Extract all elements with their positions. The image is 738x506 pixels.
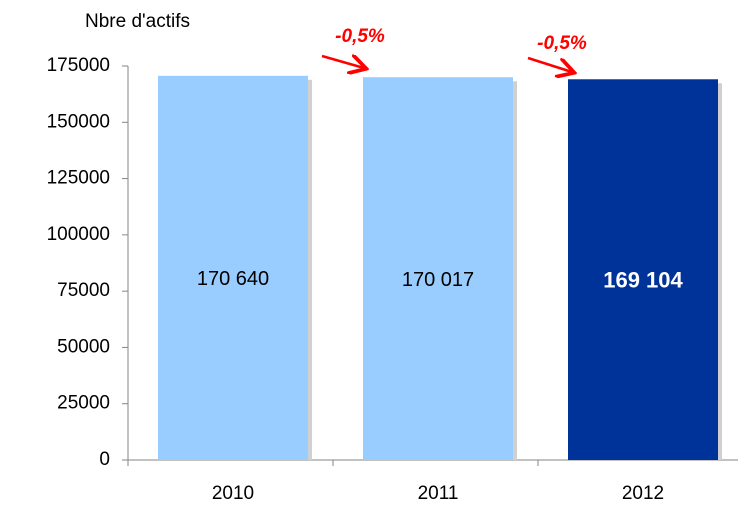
y-tick-label: 75000 [57, 280, 110, 301]
bar [363, 77, 513, 460]
bar [568, 79, 718, 461]
y-axis-label: Nbre d'actifs [85, 11, 190, 32]
x-tick-label: 2011 [418, 483, 459, 504]
y-tick-label: 125000 [47, 168, 110, 189]
x-tick-label: 2012 [622, 483, 664, 504]
annotation: -0,5% [335, 26, 385, 47]
bar [158, 75, 308, 461]
value-label: 170 017 [402, 269, 474, 291]
y-tick-label: 50000 [57, 336, 110, 357]
y-tick-label: 100000 [47, 224, 110, 245]
value-label: 169 104 [603, 267, 683, 292]
y-tick-label: 25000 [57, 393, 110, 414]
annotation: -0,5% [537, 33, 587, 54]
annotation-arrow [321, 56, 364, 68]
y-tick-label: 0 [99, 449, 110, 470]
y-tick-label: 150000 [47, 111, 110, 132]
value-label: 170 640 [197, 268, 269, 290]
x-tick-label: 2010 [212, 483, 254, 504]
annotation-arrow [527, 56, 572, 72]
y-tick-label: 175000 [47, 55, 110, 76]
